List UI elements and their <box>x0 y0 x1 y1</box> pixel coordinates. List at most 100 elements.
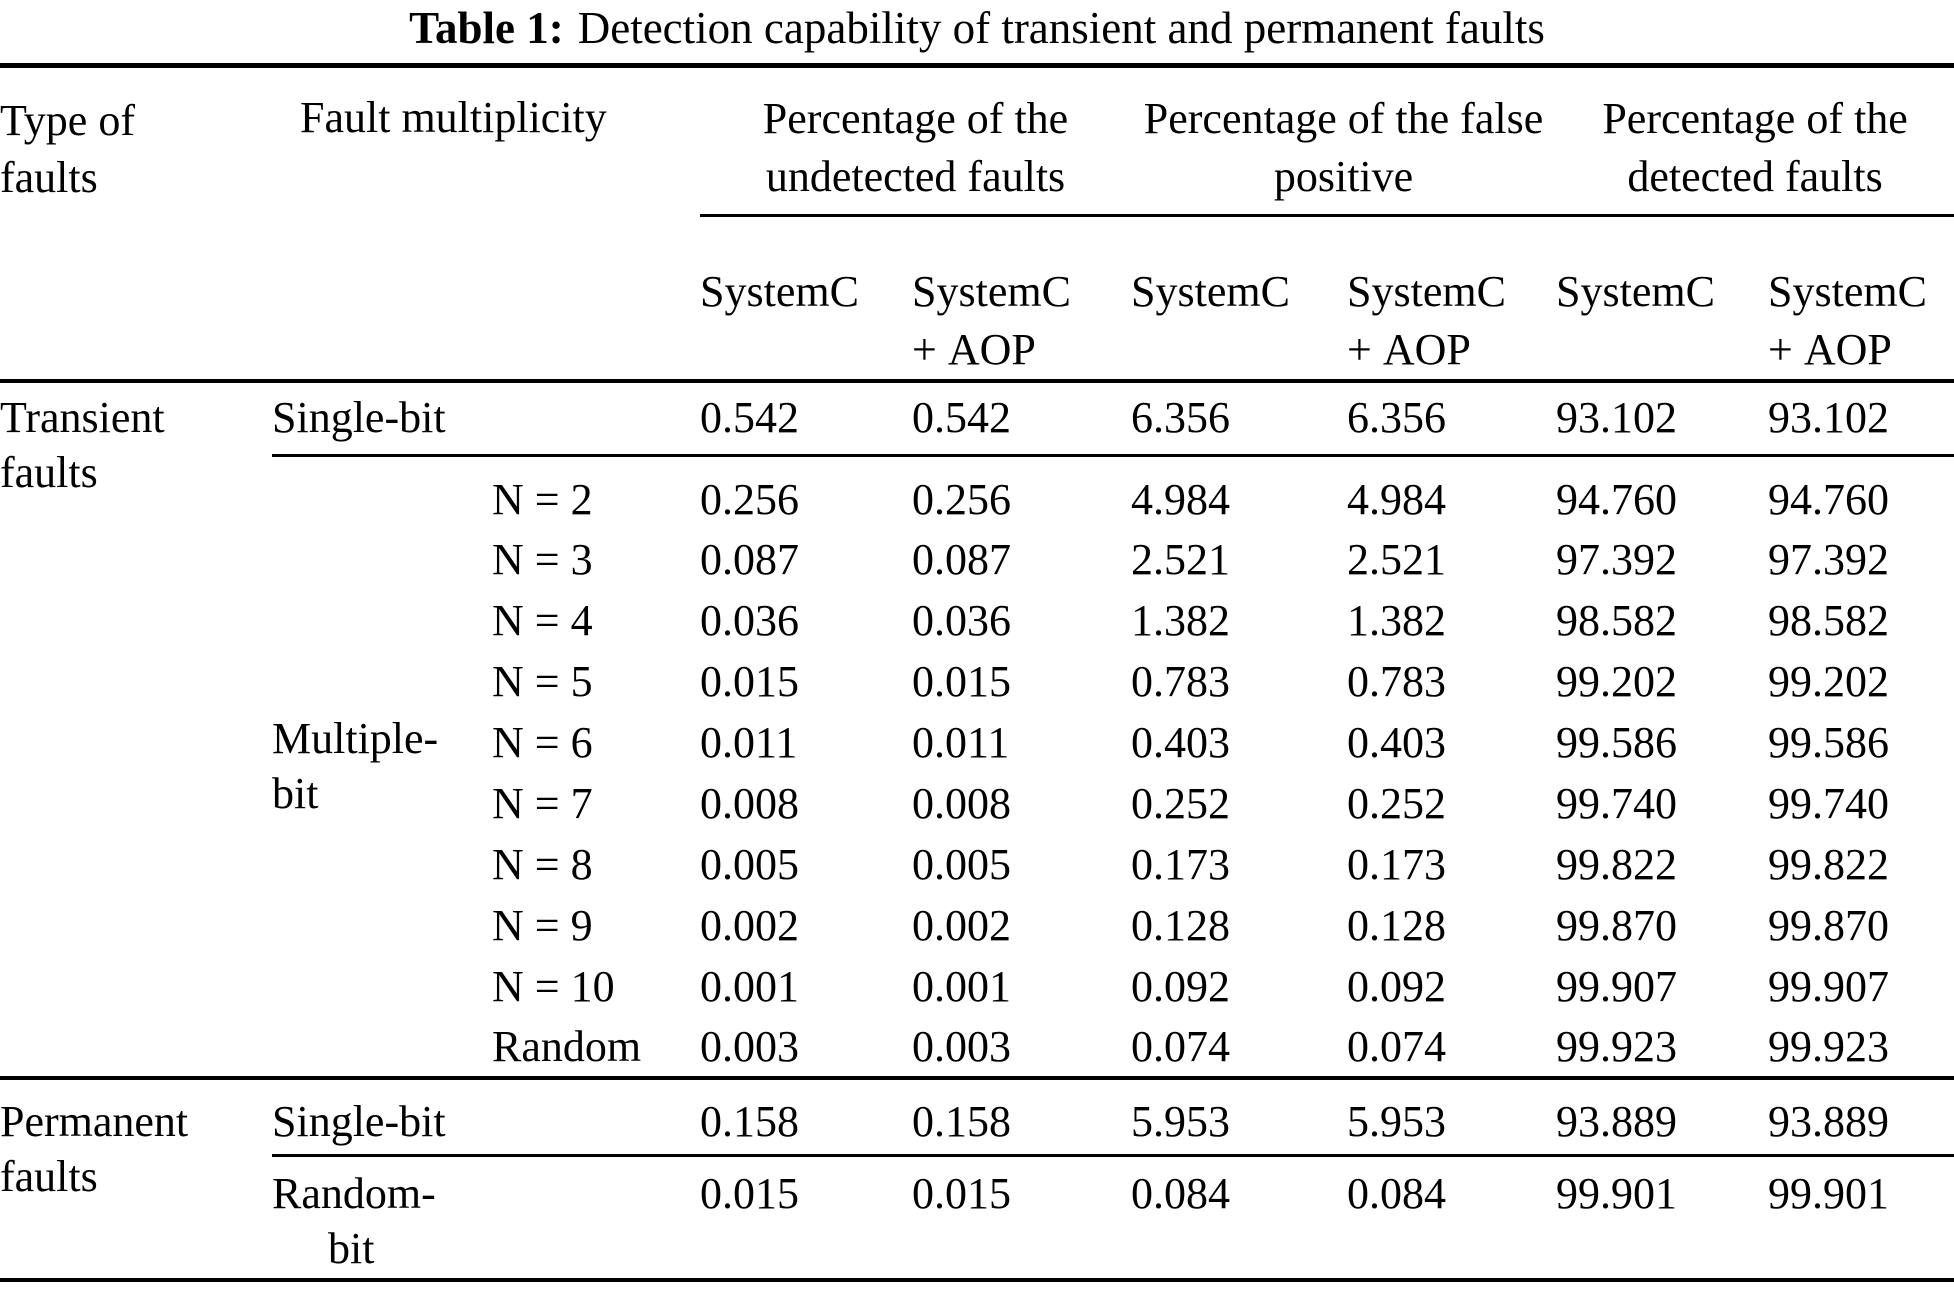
row-label-n8: N = 8 <box>492 840 593 889</box>
row-label-random-bit: Random- bit <box>272 1168 436 1273</box>
value-cell: 0.158 <box>700 1078 912 1157</box>
row-label-n6: N = 6 <box>492 718 593 767</box>
value-cell: 0.256 <box>700 474 799 524</box>
value-cell: 99.740 <box>1768 779 1890 828</box>
row-label-random: Random <box>492 1022 642 1071</box>
row-label-n2: N = 2 <box>492 474 593 524</box>
table-row-n2: Multiple- bit N = 2 0.256 0.256 4.984 4.… <box>0 455 1954 819</box>
value-cell: 5.953 <box>1347 1078 1557 1157</box>
value-cell: 5.953 <box>1131 1078 1348 1157</box>
value-cell: 0.403 <box>1131 718 1231 767</box>
value-cell: 93.102 <box>1556 381 1769 457</box>
col-header-fault-multiplicity: Fault multiplicity <box>300 93 607 142</box>
value-cell: 99.901 <box>1556 1168 1678 1218</box>
value-cell: 1.382 <box>1347 596 1447 645</box>
value-cell: 0.087 <box>912 535 1011 584</box>
value-cell: 0.158 <box>912 1078 1132 1157</box>
value-cell: 0.015 <box>912 1168 1011 1218</box>
value-cell: 0.783 <box>1347 657 1447 706</box>
value-cell: 0.092 <box>1347 962 1447 1011</box>
table-row-n3: N = 3 0.087 0.087 2.521 2.521 97.392 97.… <box>0 529 1954 590</box>
value-cell: 0.403 <box>1347 718 1447 767</box>
value-cell: 99.923 <box>1556 1022 1678 1071</box>
col-header-undetected-faults: Percentage of the undetected faults <box>700 65 1132 217</box>
table-row-transient-single-bit: Transient faults Single-bit 0.542 0.542 … <box>0 381 1954 497</box>
value-cell: 97.392 <box>1768 535 1890 584</box>
value-cell: 97.392 <box>1556 535 1678 584</box>
value-cell: 0.003 <box>912 1022 1011 1071</box>
row-label-n3: N = 3 <box>492 535 593 584</box>
table-caption-text: Detection capability of transient and pe… <box>577 3 1545 53</box>
faults-table: Type of faults Fault multiplicity Percen… <box>0 63 1954 1282</box>
table-row-n6: N = 6 0.011 0.011 0.403 0.403 99.586 99.… <box>0 712 1954 773</box>
value-cell: 0.001 <box>912 962 1011 1011</box>
value-cell: 4.984 <box>1131 474 1231 524</box>
value-cell: 1.382 <box>1131 596 1231 645</box>
value-cell: 99.202 <box>1768 657 1890 706</box>
value-cell: 0.173 <box>1347 840 1447 889</box>
value-cell: 99.907 <box>1768 962 1890 1011</box>
value-cell: 0.011 <box>912 718 1010 767</box>
row-label-n7: N = 7 <box>492 779 593 828</box>
value-cell: 4.984 <box>1347 474 1447 524</box>
value-cell: 93.102 <box>1768 381 1954 457</box>
value-cell: 0.252 <box>1131 779 1231 828</box>
table-caption: Table 1: Detection capability of transien… <box>0 0 1954 63</box>
sub-header-systemc-2: SystemC <box>1131 267 1290 316</box>
row-group-label-multiple-bit: Multiple- bit <box>272 714 439 819</box>
section-label-permanent-faults: Permanent faults <box>0 1097 189 1201</box>
sub-header-systemc-aop-3: SystemC + AOP <box>1768 267 1927 374</box>
table-row-n4: N = 4 0.036 0.036 1.382 1.382 98.582 98.… <box>0 590 1954 651</box>
row-label-single-bit: Single-bit <box>272 1078 700 1157</box>
value-cell: 0.074 <box>1347 1022 1447 1071</box>
sub-header-systemc-aop-2: SystemC + AOP <box>1347 267 1506 374</box>
row-label-single-bit: Single-bit <box>272 381 700 457</box>
col-header-type-of-faults: Type of faults <box>0 96 135 202</box>
value-cell: 0.011 <box>700 718 798 767</box>
value-cell: 6.356 <box>1347 381 1557 457</box>
value-cell: 0.783 <box>1131 657 1231 706</box>
value-cell: 0.252 <box>1347 779 1447 828</box>
value-cell: 99.870 <box>1556 901 1678 950</box>
value-cell: 0.087 <box>700 535 799 584</box>
value-cell: 99.923 <box>1768 1022 1890 1071</box>
value-cell: 99.907 <box>1556 962 1678 1011</box>
value-cell: 99.586 <box>1556 718 1678 767</box>
table-row-random: Random 0.003 0.003 0.074 0.074 99.923 99… <box>0 1017 1954 1078</box>
value-cell: 94.760 <box>1556 474 1678 524</box>
value-cell: 99.901 <box>1768 1168 1890 1218</box>
value-cell: 98.582 <box>1768 596 1890 645</box>
header-row-groups: Type of faults Fault multiplicity Percen… <box>0 65 1954 217</box>
value-cell: 0.092 <box>1131 962 1231 1011</box>
value-cell: 99.202 <box>1556 657 1678 706</box>
value-cell: 98.582 <box>1556 596 1678 645</box>
value-cell: 99.822 <box>1556 840 1678 889</box>
value-cell: 2.521 <box>1347 535 1447 584</box>
section-label-transient-faults: Transient faults <box>0 393 165 497</box>
value-cell: 0.008 <box>700 779 799 828</box>
value-cell: 0.084 <box>1347 1168 1447 1218</box>
value-cell: 99.870 <box>1768 901 1890 950</box>
value-cell: 2.521 <box>1131 535 1231 584</box>
value-cell: 0.015 <box>700 1168 799 1218</box>
value-cell: 0.002 <box>700 901 799 950</box>
value-cell: 0.003 <box>700 1022 799 1071</box>
value-cell: 99.586 <box>1768 718 1890 767</box>
value-cell: 0.001 <box>700 962 799 1011</box>
value-cell: 0.036 <box>912 596 1011 645</box>
value-cell: 99.822 <box>1768 840 1890 889</box>
table-row-n8: N = 8 0.005 0.005 0.173 0.173 99.822 99.… <box>0 834 1954 895</box>
table-row-permanent-random-bit: Random- bit 0.015 0.015 0.084 0.084 99.9… <box>0 1155 1954 1280</box>
value-cell: 0.128 <box>1347 901 1447 950</box>
table-row-permanent-single-bit: Permanent faults Single-bit 0.158 0.158 … <box>0 1078 1954 1201</box>
value-cell: 0.256 <box>912 474 1011 524</box>
value-cell: 93.889 <box>1556 1078 1769 1157</box>
table-row-n9: N = 9 0.002 0.002 0.128 0.128 99.870 99.… <box>0 895 1954 956</box>
value-cell: 0.036 <box>700 596 799 645</box>
value-cell: 0.015 <box>912 657 1011 706</box>
row-label-n10: N = 10 <box>492 962 615 1011</box>
value-cell: 0.173 <box>1131 840 1231 889</box>
table-row-n5: N = 5 0.015 0.015 0.783 0.783 99.202 99.… <box>0 651 1954 712</box>
sub-header-systemc-1: SystemC <box>700 267 859 316</box>
value-cell: 0.008 <box>912 779 1011 828</box>
